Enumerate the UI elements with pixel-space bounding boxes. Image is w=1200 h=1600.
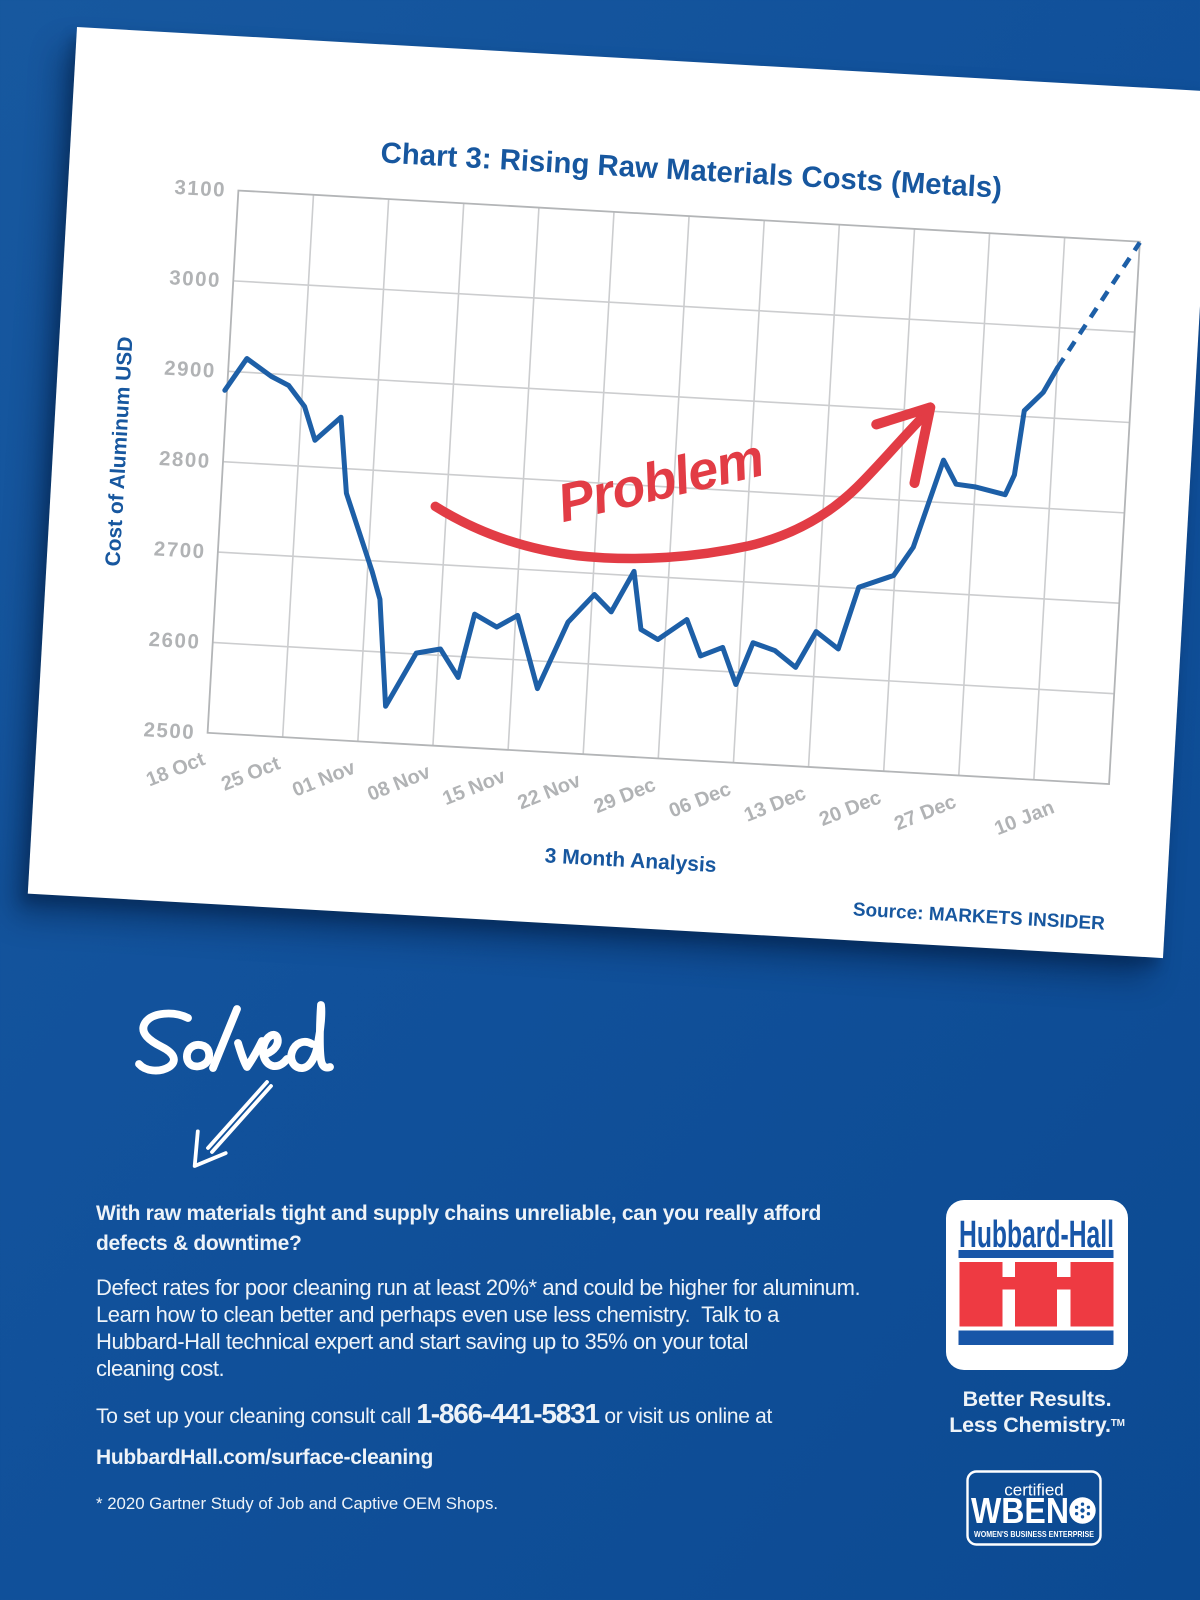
- svg-text:2700: 2700: [153, 537, 206, 563]
- svg-text:WOMEN'S BUSINESS ENTERPRISE: WOMEN'S BUSINESS ENTERPRISE: [974, 1529, 1094, 1539]
- svg-text:3100: 3100: [174, 176, 227, 202]
- svg-text:3000: 3000: [169, 266, 222, 292]
- svg-text:WBEN: WBEN: [971, 1490, 1069, 1531]
- svg-text:Hubbard-Hall: Hubbard-Hall: [959, 1213, 1114, 1256]
- svg-text:2800: 2800: [158, 447, 211, 473]
- svg-text:2600: 2600: [148, 628, 201, 654]
- svg-text:2500: 2500: [143, 718, 196, 744]
- svg-text:certified: certified: [1004, 1481, 1064, 1500]
- svg-text:2900: 2900: [164, 357, 217, 383]
